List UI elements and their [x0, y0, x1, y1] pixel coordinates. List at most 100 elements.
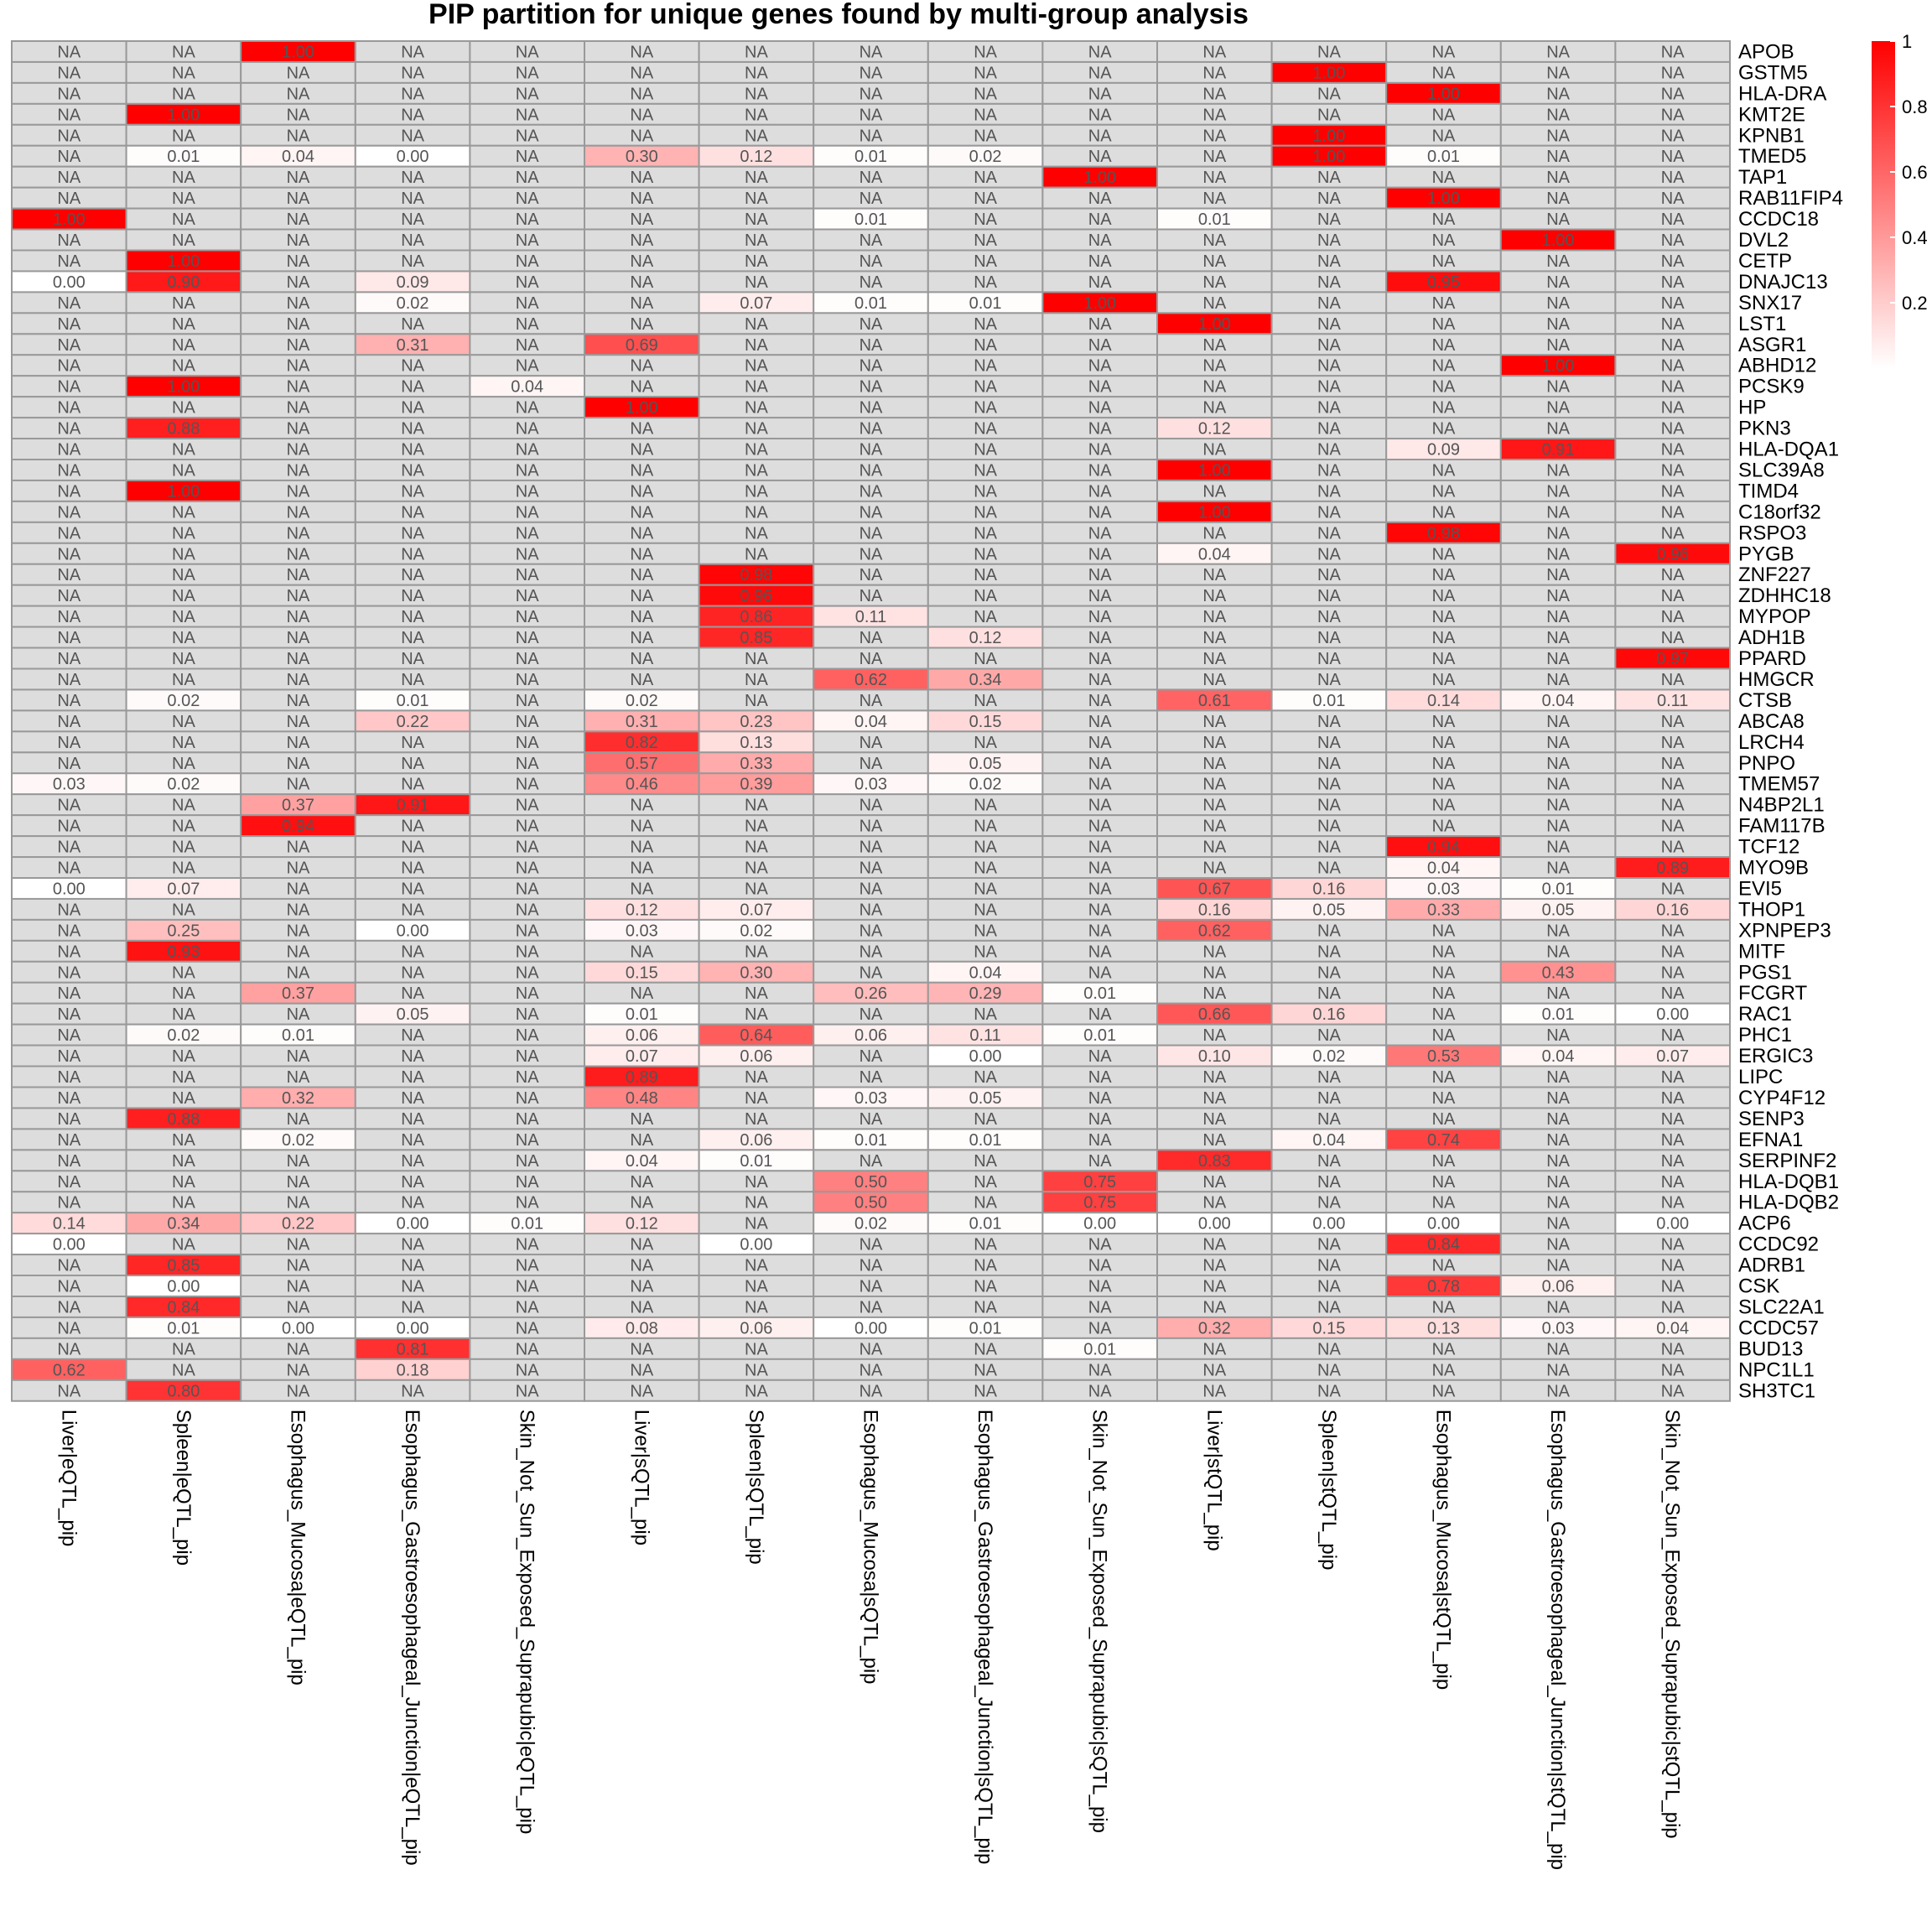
- cell-value-label: NA: [401, 1257, 424, 1275]
- cell-value-label: NA: [630, 420, 653, 439]
- cell-value-label: NA: [172, 315, 195, 334]
- cell-value-label: NA: [401, 315, 424, 334]
- cell-value-label: NA: [401, 755, 424, 773]
- row-label: LST1: [1738, 313, 1786, 335]
- cell-value-label: NA: [630, 545, 653, 564]
- cell-value-label: NA: [287, 839, 310, 857]
- cell-value-label: NA: [1317, 1382, 1341, 1400]
- cell-value-label: NA: [1546, 545, 1570, 564]
- cell-value-label: NA: [401, 901, 424, 919]
- cell-value-label: 0.13: [740, 734, 772, 752]
- column-label: Esophagus_Gastroesophageal_Junction|eQTL…: [401, 1410, 423, 1866]
- cell-value-label: NA: [630, 1236, 653, 1254]
- column-label: Skin_Not_Sun_Exposed_Suprapubic|sQTL_pip: [1088, 1410, 1111, 1833]
- cell-value-label: NA: [1088, 524, 1112, 543]
- cell-value-label: NA: [1661, 839, 1685, 857]
- cell-value-label: NA: [1661, 43, 1685, 61]
- cell-value-label: NA: [57, 545, 80, 564]
- cell-value-label: NA: [1317, 922, 1341, 940]
- cell-value-label: NA: [1088, 943, 1112, 961]
- cell-value-label: 0.85: [740, 629, 772, 647]
- cell-value-label: NA: [287, 650, 310, 668]
- row-label: HP: [1738, 397, 1766, 419]
- cell-value-label: 0.62: [854, 671, 887, 689]
- cell-value-label: NA: [1661, 190, 1685, 208]
- cell-value-label: NA: [630, 839, 653, 857]
- cell-value-label: NA: [1317, 1068, 1341, 1087]
- cell-value-label: NA: [401, 1152, 424, 1171]
- heatmap-cell: [1156, 479, 1273, 502]
- cell-value-label: NA: [745, 524, 768, 543]
- cell-value-label: NA: [745, 106, 768, 124]
- cell-value-label: NA: [1546, 1236, 1570, 1254]
- cell-value-label: NA: [1432, 127, 1456, 145]
- heatmap-cell: [584, 207, 700, 231]
- cell-value-label: NA: [1202, 64, 1226, 82]
- cell-value-label: NA: [57, 64, 80, 82]
- cell-value-label: NA: [401, 461, 424, 480]
- cell-value-label: NA: [860, 1340, 883, 1358]
- heatmap-cell: [813, 396, 929, 419]
- cell-value-label: 0.31: [397, 336, 429, 355]
- cell-value-label: NA: [401, 378, 424, 397]
- cell-value-label: NA: [287, 1278, 310, 1296]
- cell-value-label: NA: [1088, 503, 1112, 522]
- heatmap-cell: [125, 396, 242, 419]
- cell-value-label: NA: [1202, 1278, 1226, 1296]
- cell-value-label: 0.11: [969, 1026, 1000, 1045]
- cell-value-label: NA: [1661, 127, 1685, 145]
- heatmap-cell: [1385, 123, 1502, 147]
- cell-value-label: NA: [516, 1382, 539, 1400]
- cell-value-label: NA: [57, 755, 80, 773]
- cell-value-label: NA: [516, 650, 539, 668]
- cell-value-label: NA: [1088, 818, 1112, 836]
- heatmap-cell: [1385, 165, 1502, 189]
- cell-value-label: NA: [1661, 776, 1685, 794]
- row-label: SH3TC1: [1738, 1379, 1815, 1402]
- cell-value-label: NA: [745, 1194, 768, 1213]
- heatmap-cell: [698, 354, 815, 377]
- cell-value-label: NA: [287, 1382, 310, 1400]
- cell-value-label: 0.01: [740, 1152, 772, 1171]
- heatmap-cell: [1270, 312, 1388, 335]
- cell-value-label: NA: [57, 441, 80, 460]
- cell-value-label: NA: [172, 1236, 195, 1254]
- cell-value-label: NA: [745, 1215, 768, 1233]
- cell-value-label: 0.01: [1427, 148, 1460, 166]
- cell-value-label: NA: [745, 1005, 768, 1024]
- cell-value-label: NA: [1317, 776, 1341, 794]
- cell-value-label: NA: [1432, 755, 1456, 773]
- cell-value-label: NA: [1661, 629, 1685, 647]
- cell-value-label: NA: [860, 1110, 883, 1129]
- cell-value-label: NA: [516, 43, 539, 61]
- heatmap-cell: [1156, 438, 1273, 460]
- cell-value-label: NA: [1317, 566, 1341, 584]
- cell-value-label: 0.01: [626, 1005, 658, 1024]
- cell-value-label: NA: [516, 127, 539, 145]
- heatmap-cell: [354, 144, 471, 168]
- cell-value-label: NA: [974, 399, 997, 418]
- heatmap-cell: [1499, 438, 1617, 460]
- cell-value-label: NA: [860, 922, 883, 940]
- cell-value-label: NA: [1088, 127, 1112, 145]
- heatmap-cell: [125, 312, 242, 335]
- cell-value-label: NA: [287, 357, 310, 376]
- cell-value-label: NA: [516, 169, 539, 187]
- cell-value-label: NA: [516, 1110, 539, 1129]
- cell-value-label: NA: [516, 1278, 539, 1296]
- cell-value-label: 0.90: [167, 273, 200, 292]
- cell-value-label: NA: [1546, 1194, 1570, 1213]
- cell-value-label: NA: [1088, 461, 1112, 480]
- cell-value-label: 0.00: [969, 1047, 1002, 1066]
- cell-value-label: NA: [57, 797, 80, 815]
- cell-value-label: NA: [57, 503, 80, 522]
- cell-value-label: NA: [516, 399, 539, 418]
- cell-value-label: NA: [745, 984, 768, 1003]
- cell-value-label: NA: [516, 818, 539, 836]
- cell-value-label: NA: [287, 734, 310, 752]
- cell-value-label: NA: [57, 608, 80, 626]
- cell-value-label: NA: [287, 1257, 310, 1275]
- cell-value-label: NA: [1661, 1173, 1685, 1192]
- cell-value-label: 0.34: [167, 1215, 200, 1233]
- cell-value-label: NA: [1432, 210, 1456, 229]
